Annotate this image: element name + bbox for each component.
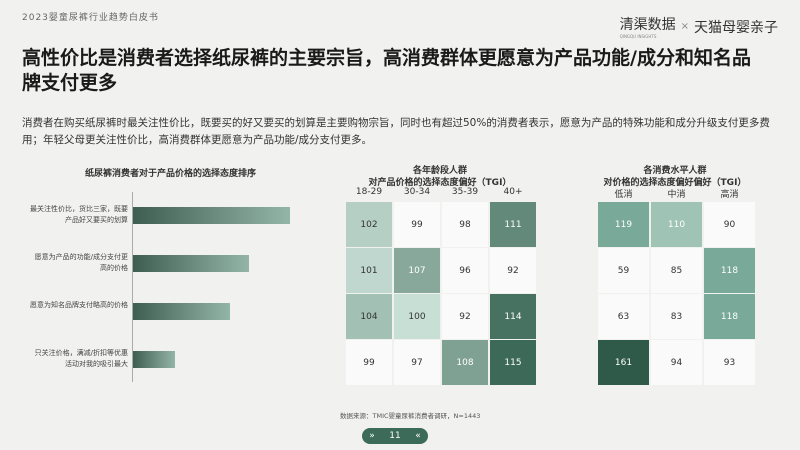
tgi-cell: 94 [651,340,702,385]
tgi-cell: 161 [598,340,649,385]
column-header: 30-34 [403,187,431,197]
page-title: 高性价比是消费者选择纸尿裤的主要宗旨，高消费群体更愿意为产品功能/成分和知名品牌… [22,47,751,94]
logo-right: 天猫母婴亲子 [694,19,778,36]
column-header: 高消 [720,190,739,200]
tgi-cell: 93 [704,340,755,385]
logo-separator: × [680,21,689,32]
tgi-cell: 108 [442,340,488,385]
tgi-cell: 83 [651,294,702,339]
bar-chart-title: 纸尿裤消费者对于产品价格的选择态度排序 [85,169,257,179]
pager[interactable]: » 11 « [362,428,428,444]
bar-label: 愿意为知名品牌支付略高的价格 [30,301,128,309]
column-header: 低消 [614,190,633,200]
tgi-cell: 63 [598,294,649,339]
data-source: 数据来源：TMIC婴童尿裤消费者调研，N=1443 [340,412,481,420]
tgi-cell: 90 [704,202,755,247]
bar-axis [132,192,133,382]
tgi-cell: 118 [704,294,755,339]
page-number: 11 [389,431,401,441]
bar [133,207,290,224]
tgi-cell: 99 [394,202,440,247]
spend-table-title: 各消费水平人群 [643,166,707,176]
tgi-cell: 107 [394,248,440,293]
tgi-cell: 119 [598,202,649,247]
tgi-cell: 59 [598,248,649,293]
tgi-cell: 102 [346,202,392,247]
bar-label: 只关注价格，满减/折扣等优惠活动对我的吸引最大 [34,349,128,368]
tgi-cell: 97 [394,340,440,385]
bar-label: 最关注性价比，货比三家，既要产品好又要买的划算 [30,205,128,224]
bar-label: 愿意为产品的功能/成分支付更高的价格 [34,253,128,272]
column-header: 18-29 [355,187,383,197]
tgi-cell: 85 [651,248,702,293]
bar [133,303,231,320]
tgi-cell: 92 [442,294,488,339]
tgi-cell: 111 [490,202,536,247]
bar [133,351,176,368]
bar [133,255,250,272]
column-header: 35-39 [451,187,479,197]
description: 消费者在购买纸尿裤时最关注性价比，既要买的好又要买的划算是主要购物宗旨，同时也有… [22,117,770,146]
tgi-cell: 100 [394,294,440,339]
report-title: 2023婴童尿裤行业趋势白皮书 [22,13,159,23]
age-table-subtitle: 对产品价格的选择态度偏好（TGI） [368,178,512,188]
tgi-cell: 114 [490,294,536,339]
tgi-cell: 98 [442,202,488,247]
prev-page-button[interactable]: » [369,431,375,441]
tgi-cell: 99 [346,340,392,385]
tgi-cell: 96 [442,248,488,293]
next-page-button[interactable]: « [415,431,421,441]
logo: 清渠数据 QINGQU INSIGHTS × 天猫母婴亲子 [620,14,778,39]
tgi-cell: 101 [346,248,392,293]
tgi-cell: 92 [490,248,536,293]
tgi-cell: 115 [490,340,536,385]
logo-left: 清渠数据 [619,17,676,33]
column-header: 40+ [503,187,523,197]
age-table-title: 各年龄段人群 [412,166,467,176]
spend-table-subtitle: 对价格的选择态度偏好偏好（TGI） [603,178,747,188]
logo-left-sub: QINGQU INSIGHTS [619,34,657,39]
tgi-cell: 118 [704,248,755,293]
tgi-cell: 104 [346,294,392,339]
column-header: 中消 [667,190,686,200]
tgi-cell: 110 [651,202,702,247]
